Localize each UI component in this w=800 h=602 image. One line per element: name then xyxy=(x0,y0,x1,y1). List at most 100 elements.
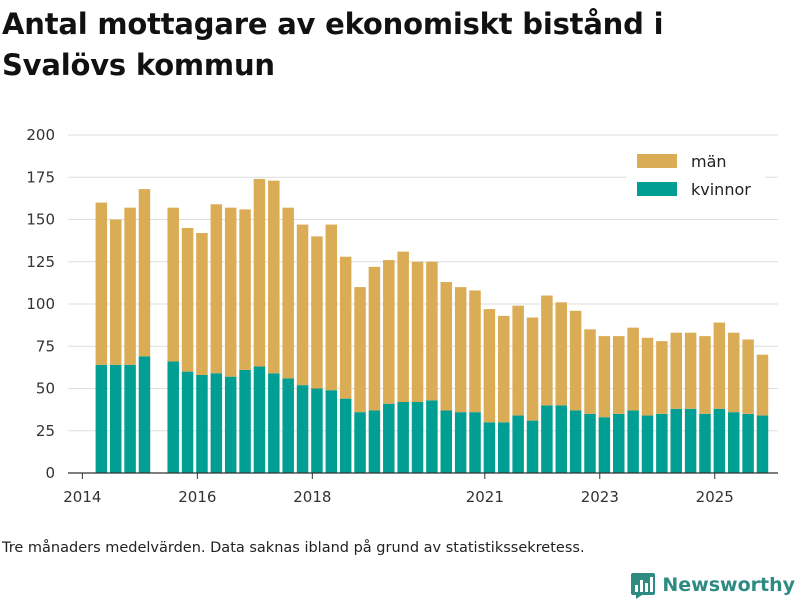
bar-kvinnor xyxy=(224,376,237,473)
y-axis-ticks: 0 25 50 75 100 125 150 175 200 xyxy=(26,126,55,482)
legend-background xyxy=(627,143,765,207)
bar-kvinnor xyxy=(196,374,208,473)
bar-man xyxy=(383,260,395,404)
bar-man xyxy=(124,207,136,365)
chart-title: Antal mottagare av ekonomiskt bistånd i … xyxy=(2,7,664,82)
bar-kvinnor xyxy=(339,398,352,473)
newsworthy-logo-icon xyxy=(631,573,656,599)
bar-man xyxy=(224,207,237,377)
bar-man xyxy=(670,332,682,409)
bar-kvinnor xyxy=(397,402,409,473)
bar-man xyxy=(210,204,223,374)
brand-name: Newsworthy xyxy=(662,574,795,596)
y-tick-label: 200 xyxy=(26,126,55,144)
bar-kvinnor xyxy=(383,403,395,473)
bar-kvinnor xyxy=(181,371,194,473)
bar-kvinnor xyxy=(253,366,266,473)
y-tick-label: 25 xyxy=(36,422,55,440)
bar-man xyxy=(613,336,625,414)
bar-kvinnor xyxy=(469,412,481,473)
bar-man xyxy=(469,290,481,413)
bar-kvinnor xyxy=(109,364,122,473)
bar-kvinnor xyxy=(167,361,179,473)
y-tick-label: 125 xyxy=(26,253,55,271)
x-axis-ticks: 2014 2016 2018 2021 2023 2025 xyxy=(63,473,734,506)
bar-kvinnor xyxy=(282,378,294,473)
bar-kvinnor xyxy=(613,413,625,473)
legend-label-kvinnor: kvinnor xyxy=(691,180,751,199)
bar-kvinnor xyxy=(742,413,754,473)
bar-kvinnor xyxy=(268,373,280,473)
y-tick-label: 175 xyxy=(26,168,55,186)
bar-man xyxy=(109,219,122,365)
bar-man xyxy=(641,337,654,416)
bar-kvinnor xyxy=(699,413,711,473)
bar-man xyxy=(541,295,553,406)
footnote: Tre månaders medelvärden. Data saknas ib… xyxy=(2,540,585,556)
bar-man xyxy=(411,261,424,403)
bar-kvinnor xyxy=(95,364,108,473)
bar-man xyxy=(454,287,467,413)
x-tick-label: 2014 xyxy=(63,488,101,506)
bar-kvinnor xyxy=(498,422,510,473)
bar-man xyxy=(368,266,381,411)
bar-kvinnor xyxy=(598,417,611,473)
bar-kvinnor xyxy=(368,410,381,473)
bar-man xyxy=(656,341,668,414)
bar-kvinnor xyxy=(569,410,582,473)
bar-kvinnor xyxy=(555,405,568,473)
bar-man xyxy=(325,224,338,391)
bar-kvinnor xyxy=(210,373,223,473)
bar-man xyxy=(756,354,769,416)
x-tick-label: 2021 xyxy=(466,488,504,506)
bar-man xyxy=(138,189,151,357)
bar-series xyxy=(95,178,769,473)
bar-man xyxy=(727,332,740,413)
bar-kvinnor xyxy=(512,415,524,473)
x-tick-label: 2025 xyxy=(696,488,734,506)
bar-man xyxy=(354,287,366,413)
bar-man xyxy=(569,310,582,411)
bar-kvinnor xyxy=(684,408,697,473)
bar-man xyxy=(598,336,611,418)
legend-swatch-kvinnor xyxy=(637,182,677,196)
bar-kvinnor xyxy=(440,410,453,473)
bar-man xyxy=(426,261,438,401)
bar-man xyxy=(699,336,711,414)
bar-man xyxy=(627,327,639,411)
bar-man xyxy=(339,256,352,399)
x-tick-label: 2016 xyxy=(178,488,216,506)
bar-kvinnor xyxy=(670,408,682,473)
y-tick-label: 75 xyxy=(36,337,55,355)
bar-kvinnor xyxy=(311,388,323,473)
bar-man xyxy=(584,329,596,414)
bar-man xyxy=(268,180,280,374)
bar-man xyxy=(483,309,496,423)
x-tick-label: 2023 xyxy=(581,488,619,506)
bar-kvinnor xyxy=(138,356,151,473)
legend-swatch-man xyxy=(637,154,677,168)
bar-man xyxy=(95,202,108,365)
brand-logo: Newsworthy xyxy=(630,568,795,602)
bar-kvinnor xyxy=(584,413,596,473)
bar-kvinnor xyxy=(727,412,740,473)
bar-man xyxy=(440,282,453,411)
bar-man xyxy=(239,209,251,370)
bar-kvinnor xyxy=(541,405,553,473)
y-tick-label: 150 xyxy=(26,211,55,229)
bar-kvinnor xyxy=(641,415,654,473)
y-tick-label: 100 xyxy=(26,295,55,313)
bar-man xyxy=(526,317,539,421)
bar-kvinnor xyxy=(454,412,467,473)
bar-kvinnor xyxy=(756,415,769,473)
bar-man xyxy=(311,236,323,389)
bar-kvinnor xyxy=(325,390,338,473)
bar-kvinnor xyxy=(526,420,539,473)
bar-kvinnor xyxy=(124,364,136,473)
bar-man xyxy=(512,305,524,416)
y-tick-label: 50 xyxy=(36,380,55,398)
bar-man xyxy=(253,178,266,367)
bar-kvinnor xyxy=(354,412,366,473)
x-tick-label: 2018 xyxy=(293,488,331,506)
